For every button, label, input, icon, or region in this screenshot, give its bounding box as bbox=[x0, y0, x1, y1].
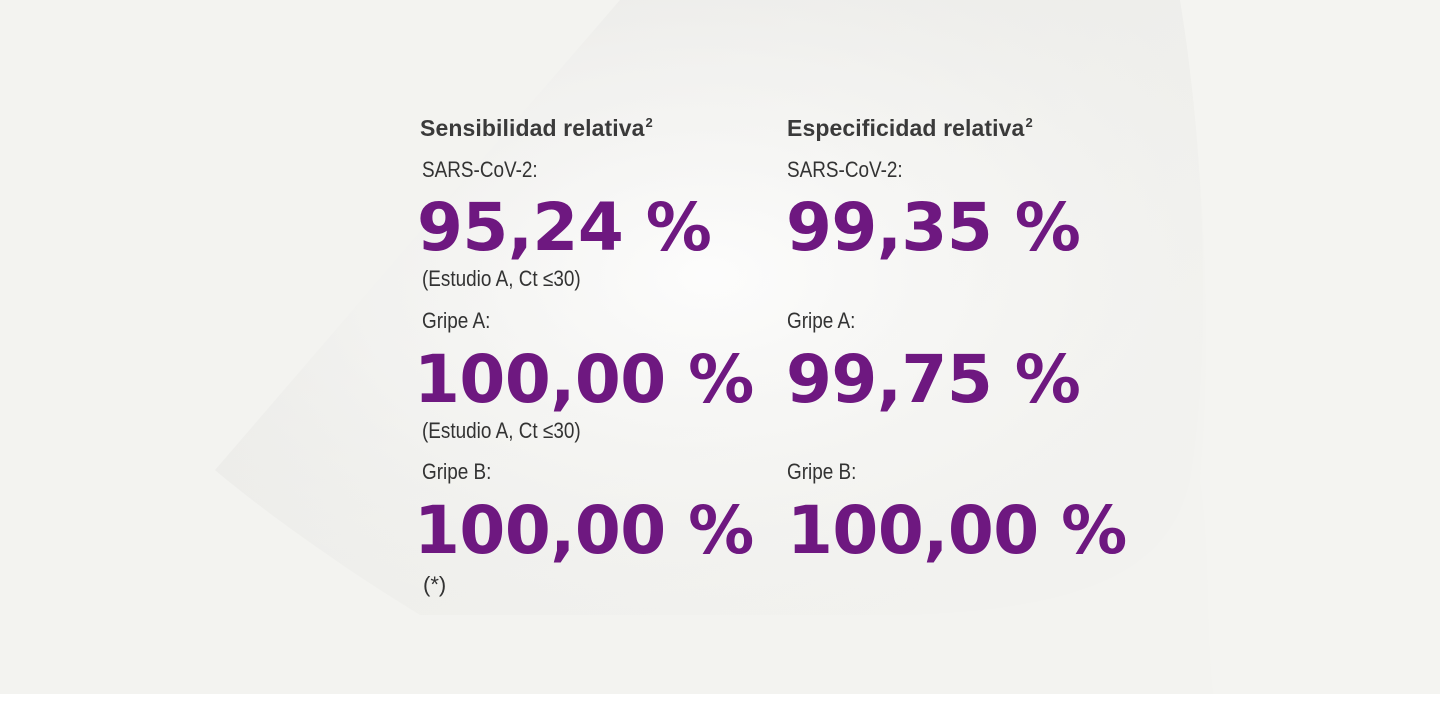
specificity-heading: Especificidad relativa2 bbox=[787, 115, 1033, 141]
sars-cov-2-specificity-value: 99,35 % bbox=[786, 189, 1081, 266]
sars-cov-2-study-note: (Estudio A, Ct ≤30) bbox=[422, 266, 581, 291]
sars-cov-2-label: SARS-CoV-2: bbox=[787, 157, 903, 182]
flu-a-label: Gripe A: bbox=[422, 308, 491, 333]
flu-b-sensitivity-value: 100,00 % bbox=[414, 492, 754, 569]
sars-cov-2-label: SARS-CoV-2: bbox=[422, 157, 538, 182]
flu-b-label: Gripe B: bbox=[422, 459, 492, 484]
flu-b-specificity-value: 100,00 % bbox=[787, 492, 1127, 569]
flu-b-label: Gripe B: bbox=[787, 459, 857, 484]
flu-a-label: Gripe A: bbox=[787, 308, 856, 333]
flu-a-specificity-value: 99,75 % bbox=[786, 341, 1081, 418]
flu-b-footnote-marker: (*) bbox=[423, 572, 447, 597]
flu-a-sensitivity-value: 100,00 % bbox=[414, 341, 754, 418]
sensitivity-heading: Sensibilidad relativa2 bbox=[420, 115, 653, 141]
sars-cov-2-sensitivity-value: 95,24 % bbox=[417, 189, 712, 266]
flu-a-study-note: (Estudio A, Ct ≤30) bbox=[422, 418, 581, 443]
